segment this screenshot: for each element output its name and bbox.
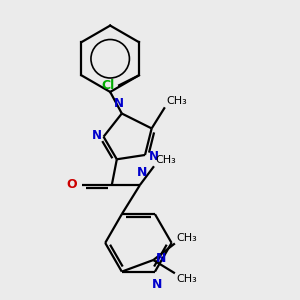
Text: N: N xyxy=(149,150,159,163)
Text: Cl: Cl xyxy=(102,79,115,92)
Text: N: N xyxy=(156,252,166,265)
Text: CH₃: CH₃ xyxy=(176,233,197,243)
Text: N: N xyxy=(114,97,124,110)
Text: CH₃: CH₃ xyxy=(156,154,176,165)
Text: N: N xyxy=(92,129,102,142)
Text: CH₃: CH₃ xyxy=(167,96,187,106)
Text: O: O xyxy=(66,178,77,191)
Text: CH₃: CH₃ xyxy=(176,274,197,284)
Text: N: N xyxy=(136,166,147,179)
Text: N: N xyxy=(152,278,162,291)
